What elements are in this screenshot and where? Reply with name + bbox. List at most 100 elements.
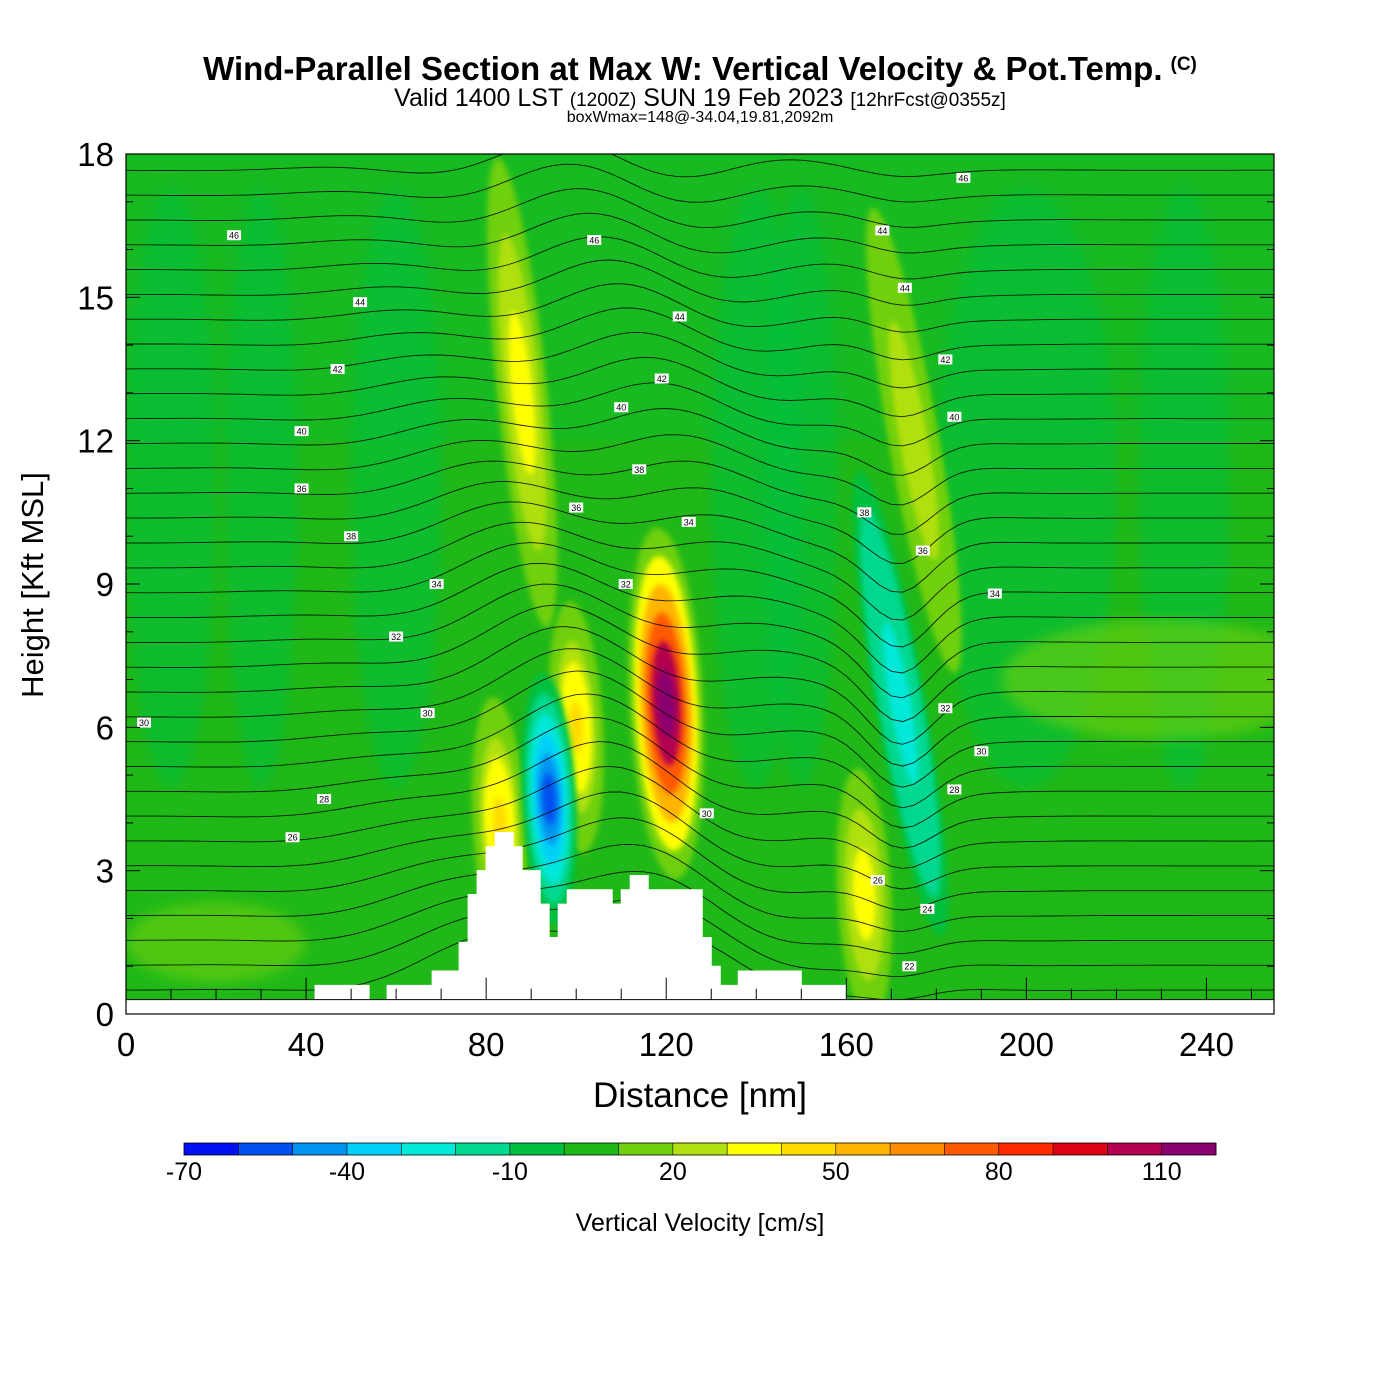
colorbar-tick-label: 110	[1142, 1158, 1182, 1186]
isentrope-label-text: 30	[139, 718, 149, 728]
isentrope-label-bg	[902, 961, 917, 972]
isentrope-label: 28	[947, 784, 962, 795]
isentrope-label-text: 46	[229, 231, 239, 241]
isentrope-label: 32	[618, 579, 633, 590]
isentrope-label-text: 28	[949, 785, 959, 795]
isentrope-label: 42	[330, 364, 345, 375]
isentrope-label-bg	[137, 717, 152, 728]
w-contour-fill	[514, 348, 531, 437]
isentrope-label-text: 44	[900, 283, 910, 293]
isentrope-label-bg	[285, 832, 300, 843]
weak-updraft-patch	[1001, 619, 1274, 740]
isentrope-label: 36	[294, 483, 309, 494]
isentrope-label-text: 26	[873, 876, 883, 886]
isentrope-label: 46	[587, 235, 602, 246]
isentrope-label-bg	[294, 426, 309, 437]
isentrope-label-bg	[587, 235, 602, 245]
isentrope-label: 36	[569, 502, 584, 513]
isentrope-label-text: 42	[940, 355, 950, 365]
isentrope-line	[126, 542, 1274, 648]
isentrope-label: 40	[947, 411, 962, 422]
isentrope-line	[126, 501, 1274, 593]
isentrope-line	[126, 717, 1274, 829]
copyright-mark: (C)	[1170, 54, 1197, 75]
x-tick-label: 40	[288, 1026, 325, 1063]
isentrope-label: 44	[875, 225, 890, 236]
isentrope-label-bg	[938, 354, 953, 365]
isentrope-label-bg	[870, 875, 885, 886]
w-contour-fill	[657, 669, 676, 738]
isentrope-label: 30	[699, 808, 714, 819]
colorbar-swatch	[672, 1143, 728, 1155]
isentrope-label-bg	[344, 531, 359, 542]
isentrope-line	[126, 460, 1274, 535]
isentrope-label: 22	[902, 961, 917, 972]
x-tick-label: 120	[639, 1026, 694, 1063]
isentrope-label-text: 44	[675, 312, 685, 322]
isentrope-label-bg	[956, 172, 971, 183]
isentrope-label-text: 38	[634, 465, 644, 475]
isentrope-label-bg	[294, 483, 309, 494]
isentrope-line	[126, 817, 1274, 911]
y-tick-label: 15	[77, 279, 114, 316]
isentrope-line	[126, 236, 1274, 280]
isentrope-label-text: 26	[288, 833, 298, 843]
colorbar-tick-label: 80	[985, 1158, 1013, 1186]
isentrope-line	[126, 434, 1274, 506]
isentrope-label: 46	[227, 230, 242, 241]
isentrope-label: 30	[420, 708, 435, 719]
x-axis-label: Distance [nm]	[593, 1076, 807, 1115]
isentrope-label: 40	[614, 402, 629, 413]
isentrope-label-text: 38	[346, 532, 356, 542]
isentrope-label: 28	[317, 794, 332, 805]
isentrope-line	[126, 408, 1274, 476]
isentrope-line	[126, 648, 1274, 767]
isentrope-label-bg	[875, 225, 890, 236]
isentrope-label-bg	[614, 402, 629, 413]
colorbar-tick-label: 20	[659, 1158, 687, 1186]
isentrope-label-bg	[897, 282, 912, 293]
isentrope-label: 44	[672, 311, 687, 322]
isentrope-label-bg	[947, 784, 962, 795]
isentrope-label-text: 36	[297, 484, 307, 494]
colorbar-swatch	[727, 1143, 782, 1155]
isentrope-line	[126, 562, 1274, 674]
colorbar-swatch	[781, 1143, 837, 1155]
colorbar-swatch	[346, 1143, 402, 1155]
isentrope-label: 42	[654, 373, 669, 384]
isentrope-line	[126, 626, 1274, 745]
isentrope-labels: 46 44 42 40 36 38 34 32 30 30 28 26 46 44 42 40 38 36 34 32…	[137, 172, 1002, 972]
isentrope-label-text: 34	[684, 517, 694, 527]
w-contour-fill	[857, 868, 872, 921]
isentrope-label-bg	[654, 373, 669, 384]
w-contour-fill	[890, 659, 911, 748]
isentrope-line	[126, 163, 1274, 203]
isentrope-label: 32	[389, 631, 404, 642]
colorbar-swatch	[944, 1143, 1000, 1155]
isentrope-label: 40	[294, 426, 309, 437]
isentrope-label-text: 40	[616, 403, 626, 413]
isentrope-label: 38	[857, 507, 872, 518]
x-tick-label: 160	[819, 1026, 874, 1063]
colorbar-label: Vertical Velocity [cm/s]	[575, 1209, 825, 1237]
colorbar-swatch	[401, 1143, 457, 1155]
y-tick-label: 6	[96, 709, 114, 746]
isentrope-label: 38	[632, 464, 647, 475]
isentrope-label-bg	[389, 631, 404, 642]
isentrope-label: 38	[344, 531, 359, 542]
isentrope-label: 44	[897, 282, 912, 293]
isentrope-line	[126, 259, 1274, 306]
isentrope-line	[126, 481, 1274, 565]
isentrope-label-bg	[974, 746, 989, 757]
colorbar-swatch	[238, 1143, 294, 1155]
isentrope-label-bg	[699, 808, 714, 819]
w-contour-fill	[542, 773, 557, 825]
isentrope-label-text: 28	[319, 795, 329, 805]
isentrope-label-bg	[947, 411, 962, 422]
isentrope-label-text: 46	[958, 173, 968, 183]
x-tick-label: 200	[999, 1026, 1054, 1063]
isentrope-line	[126, 604, 1274, 723]
upper-weak-sink	[126, 154, 1274, 441]
weak-downdraft-band	[765, 188, 838, 789]
